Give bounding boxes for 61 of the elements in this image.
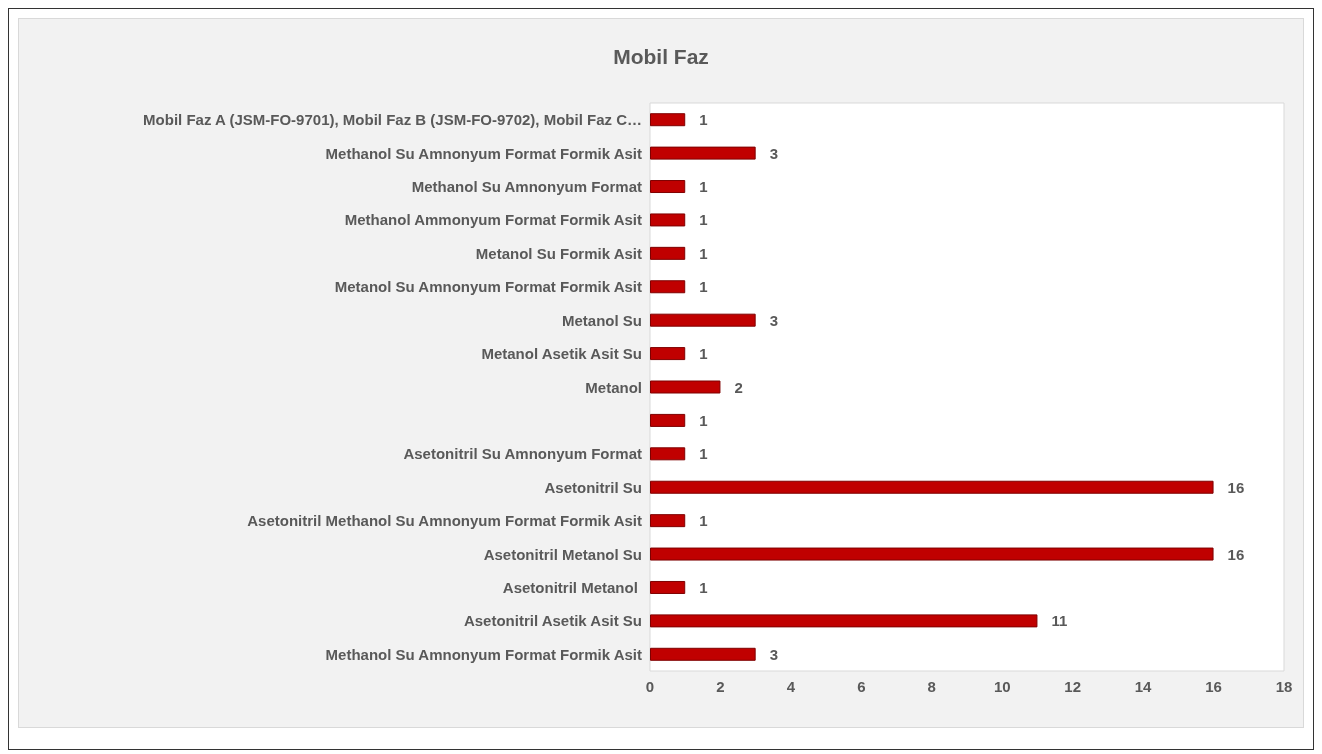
data-label: 3 bbox=[769, 645, 779, 663]
data-label: 1 bbox=[699, 411, 708, 429]
x-tick-label: 2 bbox=[716, 678, 725, 695]
data-label: 3 bbox=[769, 144, 779, 162]
x-tick-label: 16 bbox=[1205, 678, 1222, 695]
y-tick-label: Metanol Asetik Asit Su bbox=[481, 345, 642, 363]
bar bbox=[650, 146, 756, 160]
y-tick-label: Mobil Faz A (JSM-FO-9701), Mobil Faz B (JSM-FO-9702), Mobil Faz C… bbox=[143, 111, 642, 129]
data-label: 1 bbox=[699, 111, 708, 129]
bar bbox=[650, 514, 686, 528]
bar bbox=[650, 614, 1038, 628]
data-label: 1 bbox=[699, 345, 708, 363]
bar bbox=[650, 447, 686, 461]
bar bbox=[650, 380, 721, 394]
data-label: 1 bbox=[699, 512, 708, 530]
data-label: 1 bbox=[699, 178, 708, 196]
y-tick-label: Metanol Su Formik Asit bbox=[475, 244, 642, 262]
y-tick-label: Metanol bbox=[585, 378, 642, 396]
y-tick-label: Asetonitril Asetik Asit Su bbox=[463, 612, 642, 630]
x-tick-label: 0 bbox=[645, 678, 655, 695]
bar bbox=[650, 347, 686, 361]
y-tick-label: Asetonitril Methanol Su Amnonyum Format Formik Asit bbox=[247, 512, 642, 530]
bar bbox=[650, 246, 686, 260]
y-tick-label: Methanol Su Amnonyum Format Formik Asit bbox=[325, 645, 642, 663]
data-label: 11 bbox=[1051, 612, 1068, 630]
x-tick-label: 4 bbox=[786, 678, 796, 695]
data-label: 16 bbox=[1227, 545, 1245, 563]
bar bbox=[650, 180, 686, 194]
y-tick-label: Asetonitril Su bbox=[544, 478, 642, 496]
bar bbox=[650, 313, 756, 327]
y-tick-label: Asetonitril Metanol bbox=[502, 578, 642, 596]
y-tick-label: Asetonitril Su Amnonyum Format bbox=[403, 445, 642, 463]
data-label: 16 bbox=[1227, 478, 1245, 496]
y-tick-label: Methanol Ammonyum Format Formik Asit bbox=[344, 211, 642, 229]
y-tick-label: Metanol Su bbox=[561, 311, 642, 329]
bar bbox=[650, 480, 1214, 494]
y-tick-label: Metanol Su Amnonyum Format Formik Asit bbox=[334, 278, 642, 296]
data-label: 1 bbox=[699, 278, 708, 296]
data-label: 2 bbox=[734, 378, 743, 396]
y-tick-label: Methanol Su Amnonyum Format Formik Asit bbox=[325, 144, 642, 162]
bar bbox=[650, 113, 686, 127]
data-label: 1 bbox=[699, 211, 708, 229]
chart-title: Mobil Faz bbox=[613, 45, 709, 68]
data-label: 1 bbox=[699, 445, 708, 463]
x-tick-label: 8 bbox=[927, 678, 936, 695]
y-tick-label: Methanol Su Amnonyum Format bbox=[411, 178, 642, 196]
bar bbox=[650, 213, 686, 227]
x-tick-label: 18 bbox=[1275, 678, 1293, 695]
data-label: 1 bbox=[699, 578, 708, 596]
y-tick-label: Asetonitril Metanol Su bbox=[483, 545, 642, 563]
bar bbox=[650, 280, 686, 294]
x-tick-label: 6 bbox=[857, 678, 866, 695]
data-label: 3 bbox=[769, 311, 779, 329]
bar bbox=[650, 547, 1214, 561]
x-tick-label: 10 bbox=[993, 678, 1011, 695]
x-tick-label: 14 bbox=[1134, 678, 1153, 695]
x-tick-label: 12 bbox=[1064, 678, 1082, 695]
bar bbox=[650, 647, 756, 661]
data-label: 1 bbox=[699, 244, 708, 262]
bar bbox=[650, 580, 686, 594]
bar bbox=[650, 413, 686, 427]
